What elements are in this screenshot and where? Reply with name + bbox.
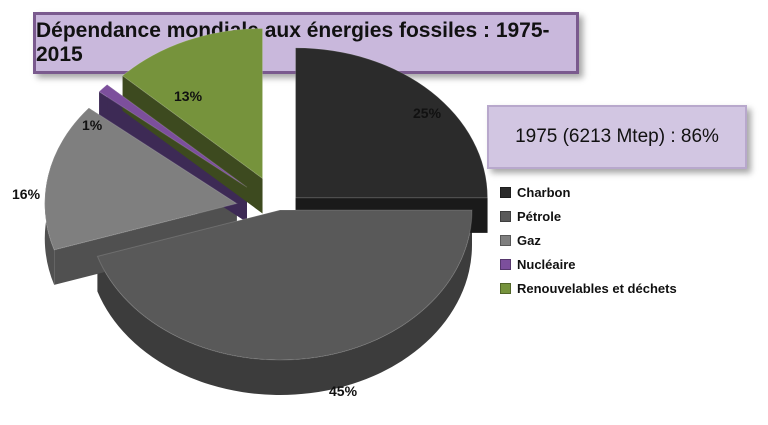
- legend-label: Renouvelables et déchets: [517, 280, 677, 296]
- legend-item-charbon: Charbon: [500, 180, 677, 204]
- pie-slice-renouvelables-et-dechets: [121, 27, 264, 180]
- data-label-nucleaire: 1%: [82, 117, 103, 133]
- legend-swatch: [500, 186, 511, 198]
- pie-slice-charbon: [295, 47, 489, 199]
- data-label-petrole: 45%: [329, 383, 358, 399]
- legend-item-nucleaire: Nucléaire: [500, 252, 677, 276]
- chart-title: Dépendance mondiale aux énergies fossile…: [36, 19, 550, 66]
- legend-label: Gaz: [517, 232, 541, 248]
- legend-swatch: [500, 258, 511, 270]
- legend-item-gaz: Gaz: [500, 228, 677, 252]
- legend-item-petrole: Pétrole: [500, 204, 677, 228]
- legend-swatch: [500, 282, 511, 294]
- legend-swatch: [500, 210, 511, 222]
- pie-slice-nucleaire: [98, 83, 248, 188]
- legend: Charbon Pétrole Gaz Nucléaire Renouvelab…: [500, 180, 677, 300]
- data-label-gaz: 16%: [12, 186, 41, 202]
- data-label-renouvelables: 13%: [174, 88, 203, 104]
- legend-label: Nucléaire: [517, 256, 576, 272]
- pie-slice-gaz: [44, 107, 239, 251]
- legend-item-renouvelables: Renouvelables et déchets: [500, 276, 677, 300]
- legend-swatch: [500, 234, 511, 246]
- pie-slice-petrole: [96, 209, 473, 361]
- data-label-charbon: 25%: [413, 105, 442, 121]
- callout-box: 1975 (6213 Mtep) : 86%: [487, 105, 747, 169]
- legend-label: Pétrole: [517, 208, 562, 224]
- pie-slice-side-petrole: [97, 210, 473, 396]
- pie-slice-cut-renouvelables-et-dechets-0: [122, 75, 263, 214]
- callout-text: 1975 (6213 Mtep) : 86%: [515, 126, 719, 147]
- legend-label: Charbon: [517, 184, 571, 200]
